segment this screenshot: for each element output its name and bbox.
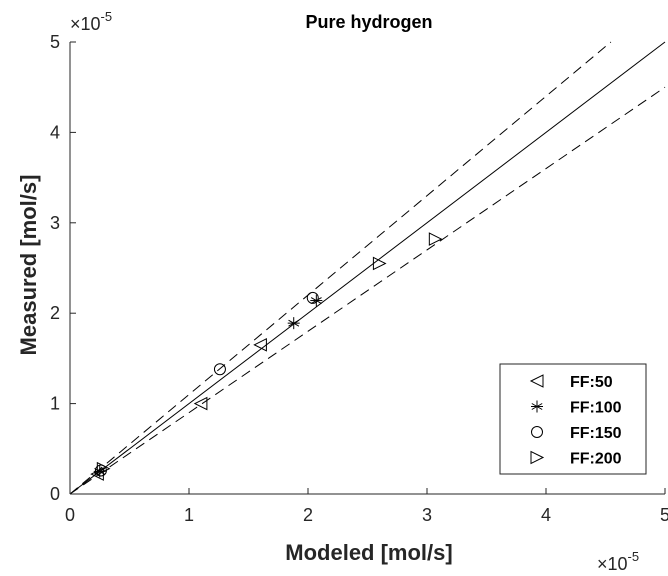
data-point [253, 338, 267, 352]
y-axis-multiplier: ×10-5 [70, 9, 112, 34]
chart-title: Pure hydrogen [305, 12, 432, 32]
legend-item: FF:50 [529, 374, 613, 391]
legend-label: FF:100 [570, 400, 622, 417]
legend-item: FF:100 [531, 400, 622, 417]
data-points [90, 232, 443, 481]
data-point [428, 232, 443, 246]
legend-marker [531, 400, 543, 413]
x-tick-label: 4 [541, 505, 551, 525]
y-tick-label: 0 [50, 484, 60, 504]
legend-marker [529, 374, 544, 388]
data-point [372, 256, 387, 271]
y-axis-label: Measured [mol/s] [16, 175, 41, 356]
data-point [193, 396, 208, 411]
y-tick-label: 4 [50, 122, 60, 142]
y-tick-label: 5 [50, 32, 60, 52]
multiplier-text: ×10-5 [70, 9, 112, 34]
y-tick-label: 3 [50, 213, 60, 233]
axes: 0 1 2 3 4 5 0 1 2 3 4 5 [50, 32, 668, 525]
reference-lines [69, 41, 666, 495]
x-tick-label: 2 [303, 505, 313, 525]
legend-marker [531, 426, 543, 438]
legend-box [499, 363, 647, 475]
legend-marker [530, 450, 545, 465]
reference-line-solid-0 [69, 41, 666, 495]
multiplier-text: ×10-5 [597, 549, 639, 574]
legend-label: FF:50 [570, 374, 613, 391]
data-point [310, 294, 323, 307]
x-tick-label: 5 [660, 505, 668, 525]
legend-item: FF:200 [530, 450, 622, 468]
x-tick-label: 0 [65, 505, 75, 525]
x-tick-label: 1 [184, 505, 194, 525]
series-ff200 [96, 232, 443, 476]
legend-label: FF:150 [570, 425, 622, 442]
x-axis-multiplier: ×10-5 [597, 549, 639, 574]
reference-line-dashed-2 [69, 86, 666, 495]
legend-label: FF:200 [570, 451, 622, 468]
data-point [287, 317, 300, 330]
data-point [213, 363, 226, 376]
x-axis-label: Modeled [mol/s] [285, 540, 452, 565]
x-tick-label: 3 [422, 505, 432, 525]
y-tick-label: 1 [50, 394, 60, 414]
data-point [306, 291, 319, 304]
y-tick-label: 2 [50, 303, 60, 323]
legend: FF:50 FF:100 FF:150 FF:200 [499, 363, 647, 475]
legend-item: FF:150 [531, 425, 622, 442]
reference-line-dashed-1 [69, 41, 612, 495]
data-point [96, 461, 111, 476]
